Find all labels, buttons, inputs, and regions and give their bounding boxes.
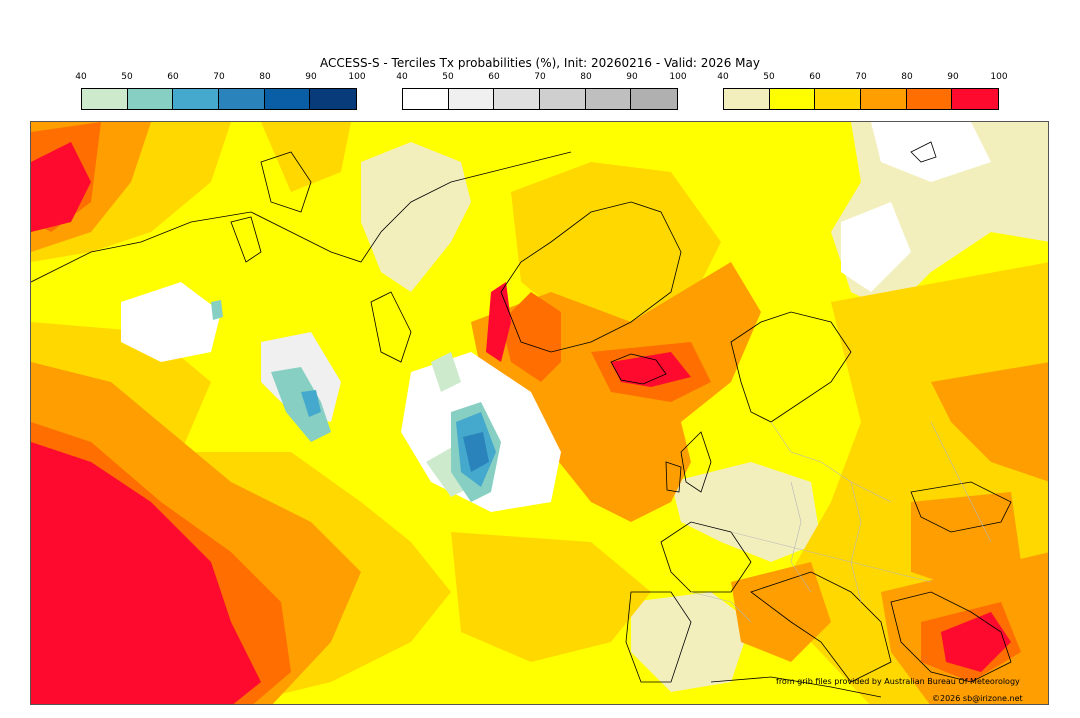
colorbar-tick-label: 80 (901, 72, 913, 82)
colorbar-tick-label: 90 (305, 72, 317, 82)
colorbar-ticks-near: 40 50 60 70 80 90 100 (396, 72, 686, 84)
colorbar-tick-label: 80 (580, 72, 592, 82)
field-90-100 (31, 142, 1011, 704)
colorbar-swatch (264, 89, 311, 109)
colorbar-swatch (403, 89, 449, 109)
colorbar-ticks-above: 40 50 60 70 80 90 100 (717, 72, 1007, 84)
colorbar-ticks-below: 40 50 60 70 80 90 100 (75, 72, 365, 84)
copyright-credit: ©2026 sb@irizone.net (932, 694, 1023, 703)
colorbar-tick-label: 100 (348, 72, 366, 82)
colorbar-tick-label: 70 (534, 72, 546, 82)
map-canvas (31, 122, 1048, 704)
colorbar-above-normal (723, 88, 999, 110)
colorbar-swatch (815, 89, 861, 109)
colorbar-swatch (631, 89, 677, 109)
colorbar-tick-label: 50 (442, 72, 454, 82)
colorbar-swatch (173, 89, 219, 109)
colorbar-swatch (127, 89, 174, 109)
colorbar-swatch (494, 89, 540, 109)
colorbar-tick-label: 50 (763, 72, 775, 82)
colorbar-below-normal (81, 88, 357, 110)
colorbar-swatch (724, 89, 770, 109)
map-title: ACCESS-S - Terciles Tx probabilities (%)… (320, 56, 760, 70)
colorbar-tick-label: 60 (167, 72, 179, 82)
coastlines (31, 141, 1012, 698)
probability-map (30, 121, 1049, 705)
colorbar-swatch (585, 89, 632, 109)
colorbar-tick-label: 60 (488, 72, 500, 82)
colorbar-tick-label: 100 (669, 72, 687, 82)
colorbar-swatch (310, 89, 356, 109)
data-source-credit: from grib files provided by Australian B… (776, 677, 1020, 686)
colorbar-swatch (860, 89, 907, 109)
colorbar-swatch (769, 89, 816, 109)
colorbar-swatch (218, 89, 265, 109)
colorbar-near-normal (402, 88, 678, 110)
colorbar-tick-label: 80 (259, 72, 271, 82)
field-below-normal (211, 300, 501, 502)
colorbar-swatch (539, 89, 586, 109)
colorbar-tick-label: 60 (809, 72, 821, 82)
colorbar-swatch (906, 89, 953, 109)
colorbar-tick-label: 100 (990, 72, 1008, 82)
colorbar-tick-label: 90 (947, 72, 959, 82)
country-borders (690, 421, 992, 623)
colorbar-swatch (952, 89, 998, 109)
colorbar-swatch (82, 89, 128, 109)
colorbar-tick-label: 90 (626, 72, 638, 82)
colorbar-tick-label: 50 (121, 72, 133, 82)
colorbar-tick-label: 40 (75, 72, 87, 82)
colorbar-tick-label: 40 (717, 72, 729, 82)
colorbar-swatch (448, 89, 495, 109)
colorbar-tick-label: 70 (213, 72, 225, 82)
colorbar-tick-label: 40 (396, 72, 408, 82)
colorbar-tick-label: 70 (855, 72, 867, 82)
